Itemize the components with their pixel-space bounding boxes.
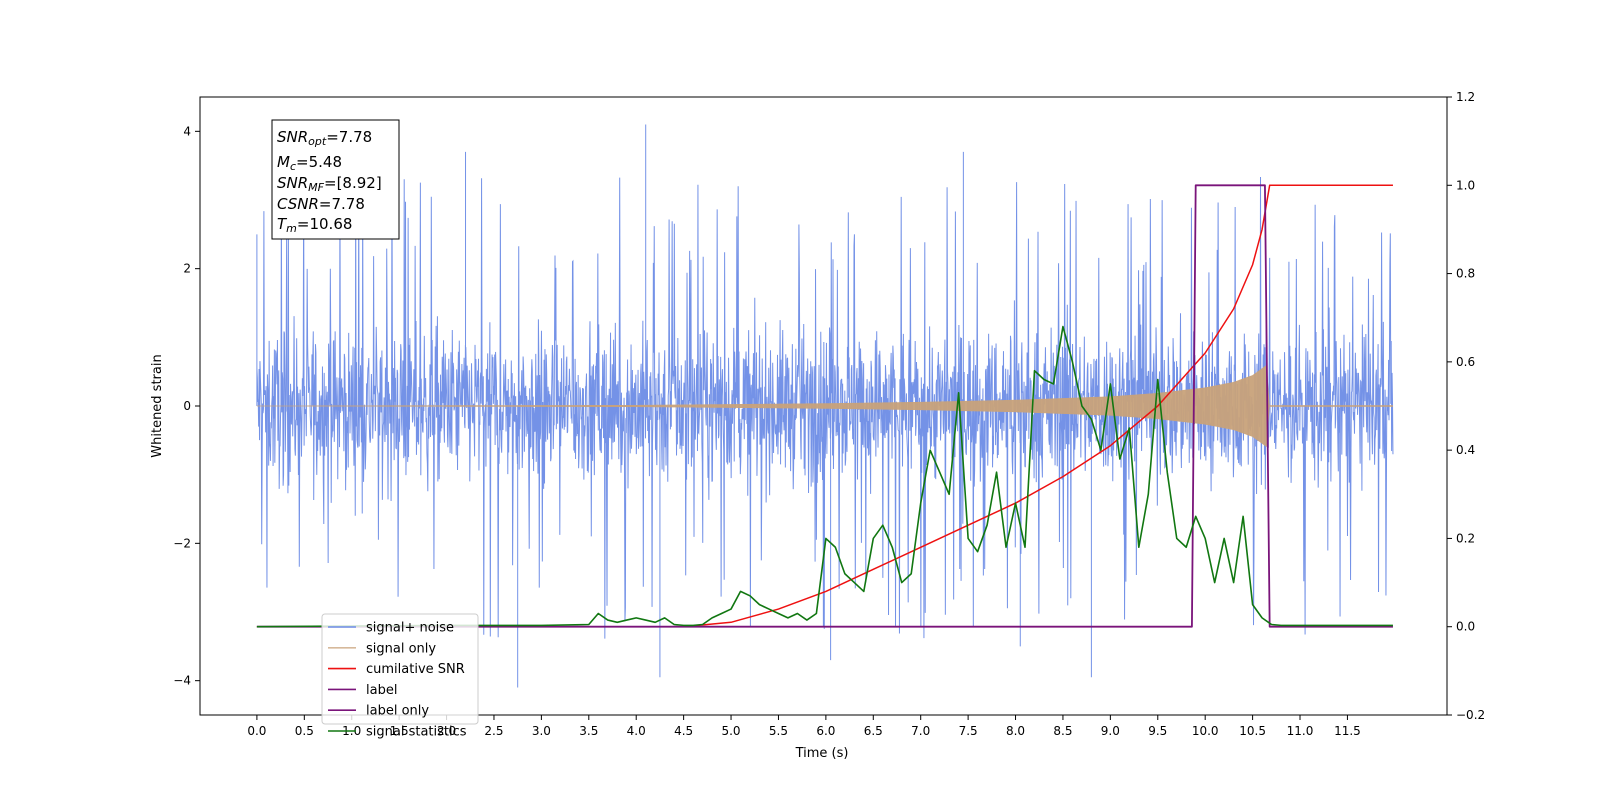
series-signal-only [256, 364, 1270, 448]
info-csnr: CSNR=7.78 [277, 195, 365, 213]
x-tick-label: 0.0 [247, 724, 266, 738]
x-tick-label: 6.5 [864, 724, 883, 738]
legend-signal-noise: signal+ noise [328, 621, 454, 636]
series-cumulative-snr [256, 184, 1393, 628]
series-signal-noise [256, 124, 1394, 688]
y-tick-label: 0 [183, 399, 191, 413]
info-chirp-mass: Mc=5.48 [277, 153, 342, 173]
x-tick-label: 5.0 [721, 724, 740, 738]
x-tick-label: 10.5 [1239, 724, 1266, 738]
x-tick-label: 11.0 [1287, 724, 1314, 738]
legend-signal-only: signal only [328, 641, 436, 656]
legend-label: label [328, 683, 397, 698]
info-merger-time: Tm=10.68 [277, 215, 352, 235]
plot-layer [256, 124, 1394, 688]
y2-tick-label: 1.0 [1456, 178, 1475, 192]
x-tick-label: 7.5 [959, 724, 978, 738]
x-tick-label: 4.5 [674, 724, 693, 738]
legend-frame [321, 613, 479, 725]
legend-cumulative-snr: cumilative SNR [328, 662, 465, 677]
series-signal-statistics [256, 325, 1393, 628]
x-tick-label: 0.5 [295, 724, 314, 738]
y-tick-label: 2 [183, 262, 191, 276]
legend-text: label only [366, 704, 429, 719]
legend-label-only: label only [328, 704, 429, 719]
info-box: SNRopt=7.78 Mc=5.48 SNRMF=[8.92] CSNR=7.… [271, 119, 400, 240]
axes-layer: 0.0 0.5 1.0 1.5 2.0 2.5 3.0 3.5 4.0 4.5 5.0 5.5 6.0 6… [173, 90, 1485, 738]
x-tick-label: 5.5 [769, 724, 788, 738]
y2-tick-label: −0.2 [1456, 708, 1485, 722]
y2-tick-label: 0.0 [1456, 620, 1475, 634]
legend-text: signal statistics [366, 725, 467, 740]
series-label [256, 184, 1393, 628]
x-tick-label: 3.5 [579, 724, 598, 738]
x-axis-label: Time (s) [795, 746, 849, 761]
y2-tick-label: 0.2 [1456, 531, 1475, 545]
x-tick-label: 2.0 [437, 724, 456, 738]
x-tick-label: 4.0 [627, 724, 646, 738]
x-tick-label: 1.5 [390, 724, 409, 738]
legend-text: signal+ noise [366, 621, 454, 636]
y2-tick-label: 1.2 [1456, 90, 1475, 104]
x-tick-label: 8.0 [1006, 724, 1025, 738]
x-tick-label: 9.5 [1148, 724, 1167, 738]
legend-text: signal only [366, 641, 436, 656]
y-tick-label: −2 [173, 536, 191, 550]
x-tick-label: 3.0 [532, 724, 551, 738]
x-tick-label: 7.0 [911, 724, 930, 738]
x-tick-label: 8.5 [1053, 724, 1072, 738]
y-axis-label: Whitened strain [150, 354, 165, 457]
y2-tick-label: 0.8 [1456, 267, 1475, 281]
legend-signal-statistics: signal statistics [328, 725, 467, 740]
y2-tick-label: 0.4 [1456, 443, 1475, 457]
x-tick-label: 11.5 [1334, 724, 1361, 738]
info-snr-mf: SNRMF=[8.92] [277, 174, 382, 194]
legend-text: cumilative SNR [366, 662, 465, 677]
y-tick-label: 4 [183, 124, 191, 138]
x-tick-label: 2.5 [484, 724, 503, 738]
info-snr-opt: SNRopt=7.78 [277, 128, 372, 148]
legend: signal+ noise signal only cumilative SNR la… [321, 613, 479, 740]
x-tick-label: 6.0 [816, 724, 835, 738]
info-box-frame [271, 119, 400, 240]
y2-tick-label: 0.6 [1456, 355, 1475, 369]
y-tick-label: −4 [173, 674, 191, 688]
x-tick-label: 9.0 [1101, 724, 1120, 738]
legend-text: label [366, 683, 397, 698]
x-tick-label: 10.0 [1192, 724, 1219, 738]
